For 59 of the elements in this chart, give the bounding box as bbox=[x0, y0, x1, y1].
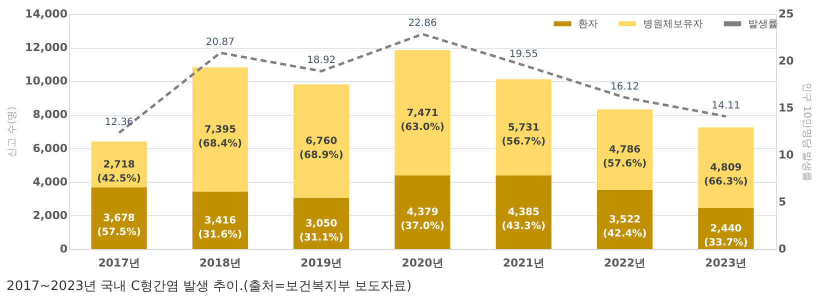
data-label: 2,440 (33.7%) bbox=[704, 224, 748, 249]
bar bbox=[496, 175, 552, 249]
y2-axis-title: 인구 10만명당 발생률 bbox=[800, 82, 812, 182]
y-tick-label: 8,000 bbox=[32, 108, 68, 122]
data-label: 4,385 (43.3%) bbox=[502, 207, 546, 232]
data-label: 3,416 (31.6%) bbox=[198, 215, 242, 240]
y-tick-label: 6,000 bbox=[32, 142, 68, 155]
data-label: 3,050 (31.1%) bbox=[299, 218, 344, 244]
y-axis-title: 신고 수(명) bbox=[7, 106, 18, 158]
data-label: 18.92 bbox=[307, 55, 336, 66]
data-label: 3,678 (57.5%) bbox=[97, 213, 141, 238]
bar bbox=[192, 192, 248, 249]
data-label: 4,379 (37.0%) bbox=[400, 207, 444, 232]
data-label: 4,786 (57.6%) bbox=[602, 144, 647, 170]
data-label: 6,760 (68.9%) bbox=[299, 136, 344, 162]
text: 2017~2023년 국내 C형간염 발생 추이.(출처=보건복지부 보도자료) bbox=[6, 279, 412, 294]
x-tick-label: 2023년 bbox=[705, 256, 747, 270]
y2-tick-label: 5 bbox=[778, 196, 786, 208]
bar bbox=[496, 79, 552, 176]
data-label: 3,522 (42.4%) bbox=[602, 214, 647, 240]
y-tick-label: 4,000 bbox=[32, 175, 68, 188]
data-label: 4,809 (66.3%) bbox=[704, 162, 748, 188]
bar bbox=[596, 190, 653, 249]
data-label: 20.87 bbox=[206, 36, 235, 48]
bar bbox=[394, 175, 450, 249]
legend-label: 병원체보유자 bbox=[643, 18, 703, 30]
legend-label: 발생률 bbox=[748, 18, 778, 30]
bar bbox=[394, 50, 450, 176]
y-tick-label: 12,000 bbox=[25, 41, 68, 54]
legend-label: 환자 bbox=[578, 18, 598, 30]
bar bbox=[294, 84, 350, 198]
x-tick-label: 2019년 bbox=[300, 256, 342, 270]
x-tick-label: 2022년 bbox=[604, 256, 646, 270]
y2-tick-label: 25 bbox=[778, 8, 794, 20]
bar bbox=[91, 187, 147, 249]
x-tick-label: 2020년 bbox=[402, 256, 444, 270]
x-tick-label: 2017년 bbox=[98, 256, 140, 270]
y-tick-label: 2,000 bbox=[32, 208, 68, 222]
data-label: 16.12 bbox=[610, 81, 640, 92]
data-label: 19.55 bbox=[509, 49, 538, 60]
y2-tick-label: 0 bbox=[778, 242, 786, 256]
data-label: 2,718 (42.5%) bbox=[97, 159, 141, 184]
data-label: 7,395 (68.4%) bbox=[198, 124, 242, 150]
data-label: 12.36 bbox=[104, 116, 134, 128]
x-tick-label: 2021년 bbox=[502, 256, 544, 270]
y-tick-label: 10,000 bbox=[25, 74, 68, 88]
y-tick-label: 14,000 bbox=[25, 8, 68, 20]
data-label: 22.86 bbox=[408, 18, 437, 30]
y2-tick-label: 15 bbox=[778, 102, 794, 114]
y2-tick-label: 10 bbox=[778, 148, 794, 162]
y-tick-label: 0 bbox=[60, 242, 68, 256]
data-label: 14.11 bbox=[712, 100, 740, 112]
bar bbox=[698, 127, 754, 208]
data-label: 7,471 (63.0%) bbox=[400, 108, 444, 133]
bar bbox=[192, 68, 248, 192]
x-tick-label: 2018년 bbox=[199, 256, 242, 270]
data-label: 5,731 (56.7%) bbox=[502, 122, 546, 148]
bar bbox=[596, 110, 653, 190]
y2-tick-label: 20 bbox=[778, 54, 794, 68]
